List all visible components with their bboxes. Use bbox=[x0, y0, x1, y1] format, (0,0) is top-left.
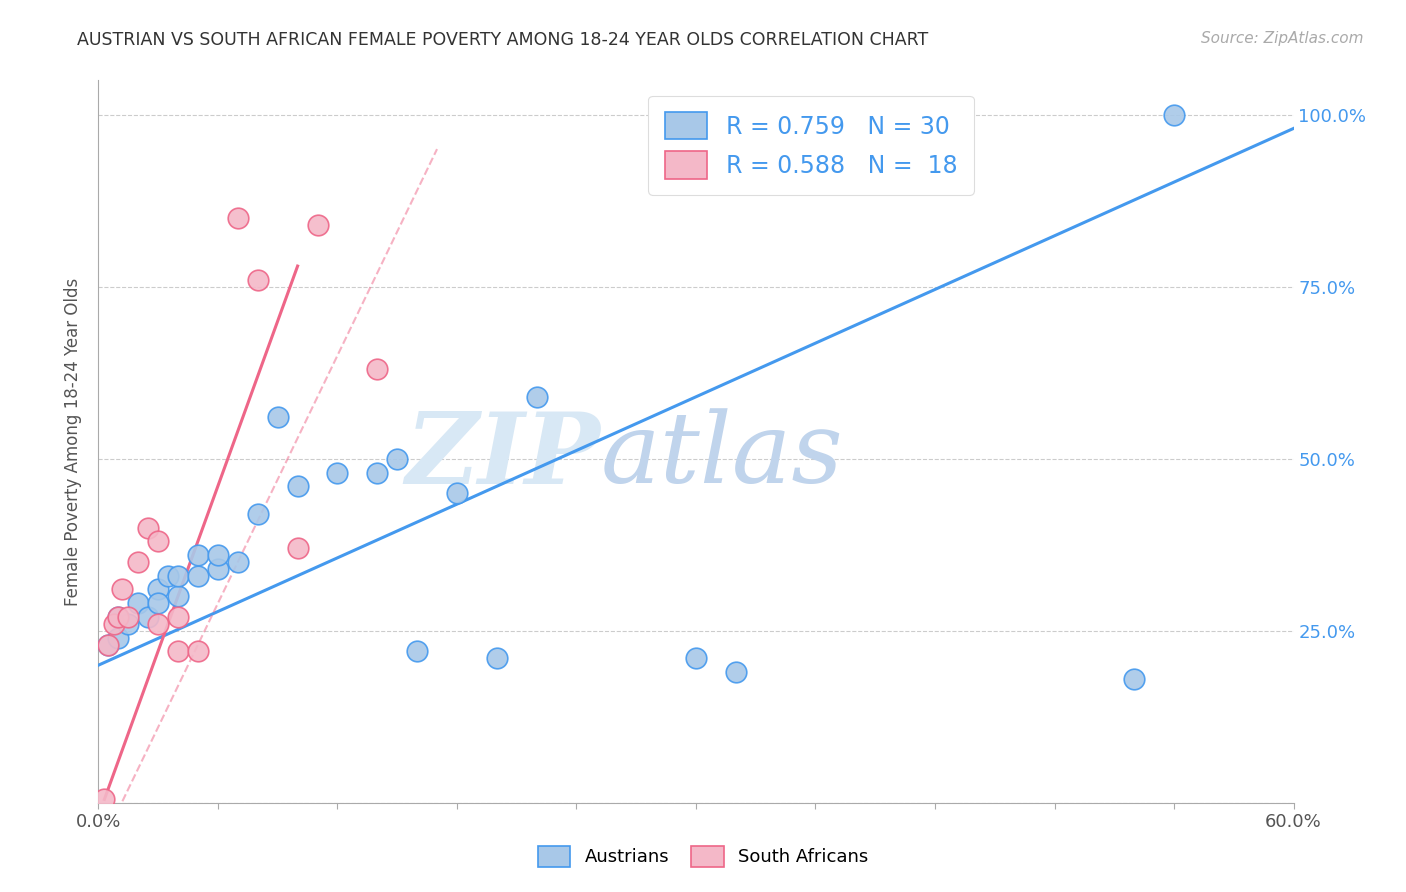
Point bbox=[226, 555, 249, 569]
Point bbox=[187, 568, 209, 582]
Text: atlas: atlas bbox=[600, 409, 844, 504]
Point bbox=[406, 644, 429, 658]
Point bbox=[167, 568, 190, 582]
Point bbox=[97, 638, 120, 652]
Point bbox=[107, 631, 129, 645]
Point bbox=[167, 610, 190, 624]
Point bbox=[117, 616, 139, 631]
Point bbox=[187, 548, 209, 562]
Point bbox=[157, 568, 180, 582]
Y-axis label: Female Poverty Among 18-24 Year Olds: Female Poverty Among 18-24 Year Olds bbox=[63, 277, 82, 606]
Legend: R = 0.759   N = 30, R = 0.588   N =  18: R = 0.759 N = 30, R = 0.588 N = 18 bbox=[648, 95, 974, 195]
Point bbox=[685, 651, 707, 665]
Point bbox=[107, 610, 129, 624]
Point bbox=[187, 644, 209, 658]
Legend: Austrians, South Africans: Austrians, South Africans bbox=[530, 838, 876, 874]
Point bbox=[267, 410, 290, 425]
Point bbox=[167, 590, 190, 604]
Point bbox=[1163, 108, 1185, 122]
Point bbox=[307, 218, 329, 232]
Point bbox=[148, 534, 170, 549]
Point bbox=[207, 562, 229, 576]
Point bbox=[136, 610, 159, 624]
Point bbox=[207, 548, 229, 562]
Point bbox=[226, 211, 249, 225]
Point bbox=[246, 507, 269, 521]
Point bbox=[526, 390, 548, 404]
Point bbox=[111, 582, 134, 597]
Point bbox=[148, 616, 170, 631]
Text: ZIP: ZIP bbox=[405, 408, 600, 504]
Point bbox=[385, 451, 409, 466]
Point bbox=[107, 610, 129, 624]
Text: Source: ZipAtlas.com: Source: ZipAtlas.com bbox=[1201, 31, 1364, 46]
Point bbox=[148, 596, 170, 610]
Point bbox=[127, 555, 149, 569]
Point bbox=[446, 486, 468, 500]
Text: AUSTRIAN VS SOUTH AFRICAN FEMALE POVERTY AMONG 18-24 YEAR OLDS CORRELATION CHART: AUSTRIAN VS SOUTH AFRICAN FEMALE POVERTY… bbox=[77, 31, 928, 49]
Point bbox=[117, 610, 139, 624]
Point bbox=[136, 520, 159, 534]
Point bbox=[366, 362, 388, 376]
Point bbox=[167, 644, 190, 658]
Point bbox=[366, 466, 388, 480]
Point bbox=[1123, 672, 1146, 686]
Point bbox=[103, 616, 125, 631]
Point bbox=[246, 273, 269, 287]
Point bbox=[127, 596, 149, 610]
Point bbox=[485, 651, 508, 665]
Point bbox=[326, 466, 349, 480]
Point bbox=[93, 792, 115, 806]
Point bbox=[724, 665, 747, 679]
Point bbox=[287, 541, 309, 556]
Point bbox=[97, 638, 120, 652]
Point bbox=[287, 479, 309, 493]
Point bbox=[148, 582, 170, 597]
